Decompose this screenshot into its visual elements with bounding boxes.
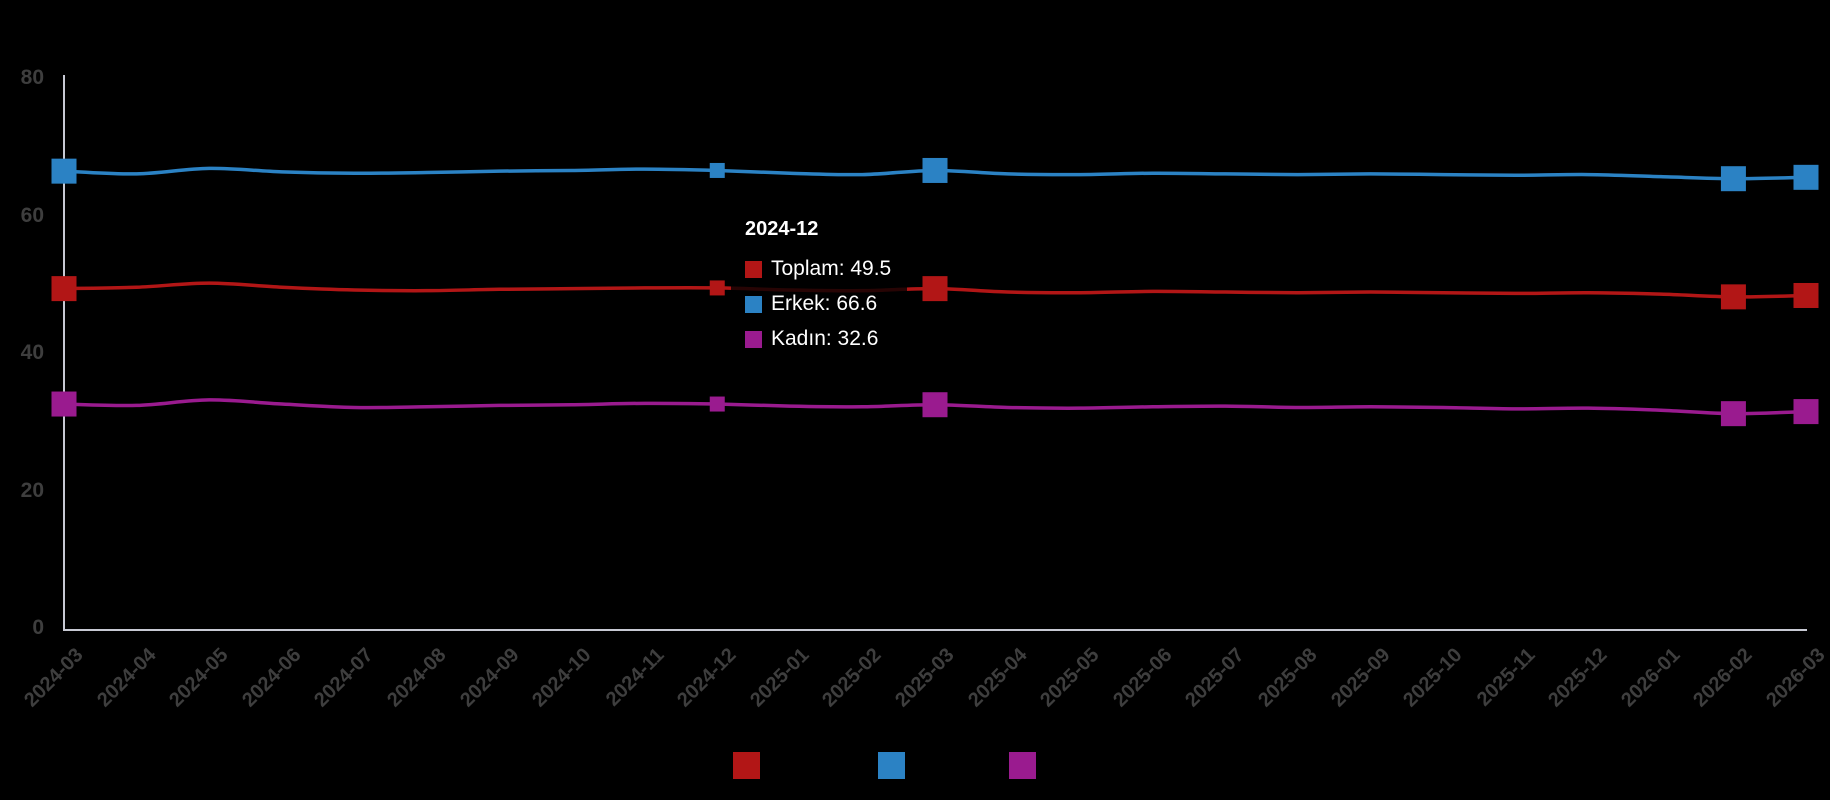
legend-label: Erkek bbox=[913, 754, 965, 776]
series-marker-toplam[interactable] bbox=[1720, 284, 1746, 310]
y-axis-label: 20 bbox=[20, 478, 44, 502]
series-marker-kadın[interactable] bbox=[51, 391, 77, 417]
hover-marker-toplam[interactable] bbox=[709, 280, 725, 296]
y-axis-label: 0 bbox=[32, 616, 44, 639]
hover-marker-erkek[interactable] bbox=[709, 162, 725, 178]
legend-item-toplam[interactable]: Toplam bbox=[733, 752, 834, 779]
legend-swatch-icon bbox=[733, 752, 761, 779]
series-marker-erkek[interactable] bbox=[51, 158, 77, 184]
series-marker-toplam[interactable] bbox=[922, 276, 948, 302]
legend-swatch-icon bbox=[877, 752, 905, 779]
series-marker-toplam[interactable] bbox=[51, 276, 77, 302]
series-marker-erkek[interactable] bbox=[1793, 164, 1819, 190]
hover-marker-kadın[interactable] bbox=[709, 396, 725, 412]
y-axis-label: 80 bbox=[20, 66, 44, 90]
series-marker-erkek[interactable] bbox=[1720, 166, 1746, 192]
legend-label: Kadın bbox=[1044, 754, 1097, 776]
series-marker-toplam[interactable] bbox=[1793, 282, 1819, 308]
series-marker-kadın[interactable] bbox=[1793, 399, 1819, 425]
legend-item-erkek[interactable]: Erkek bbox=[877, 752, 965, 779]
series-marker-erkek[interactable] bbox=[922, 157, 948, 183]
chart-legend: Toplam Erkek Kadın bbox=[0, 752, 1830, 779]
y-axis-label: 60 bbox=[20, 203, 44, 227]
legend-item-kadın[interactable]: Kadın bbox=[1008, 752, 1097, 779]
series-marker-kadın[interactable] bbox=[1720, 401, 1746, 427]
series-marker-kadın[interactable] bbox=[922, 392, 948, 418]
legend-swatch-icon bbox=[1008, 752, 1036, 779]
legend-label: Toplam bbox=[769, 754, 834, 776]
y-axis-label: 40 bbox=[20, 341, 44, 365]
